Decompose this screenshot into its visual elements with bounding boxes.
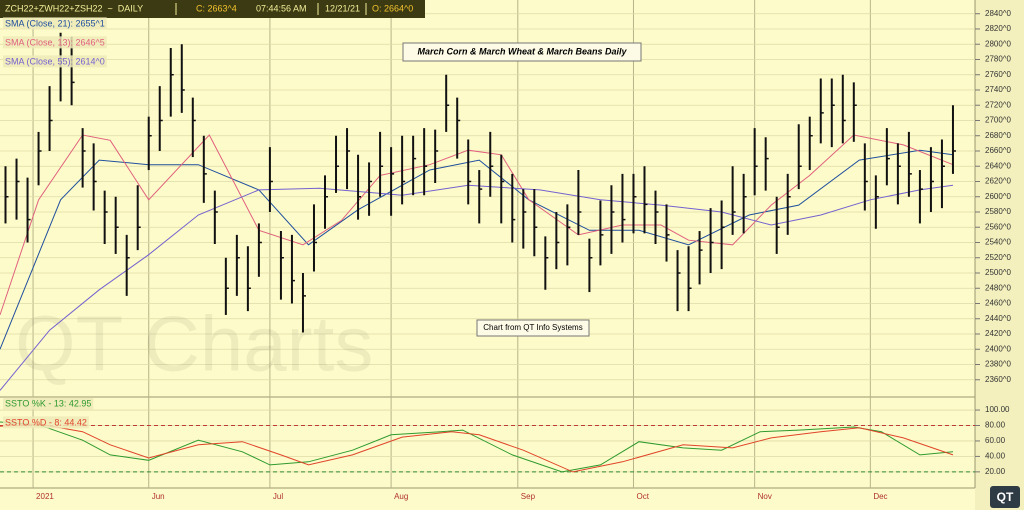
x-tick-label: Aug	[394, 492, 408, 501]
y-tick-label: 2640^0	[985, 161, 1012, 170]
y-tick-label: 40.00	[985, 452, 1006, 461]
y-tick-label: 2500^0	[985, 268, 1012, 277]
title-box	[402, 42, 642, 62]
y-tick-label: 2380^0	[985, 360, 1012, 369]
y-tick-label: 2600^0	[985, 192, 1012, 201]
x-tick-label: Oct	[636, 492, 649, 501]
legend-label: SSTO %K - 13: 42.95	[5, 398, 91, 408]
chart-title: March Corn & March Wheat & March Beans D…	[417, 46, 627, 56]
series-line	[0, 423, 954, 473]
y-tick-label: 2680^0	[985, 131, 1012, 140]
y-tick-label: 2700^0	[985, 116, 1012, 125]
y-tick-label: 80.00	[985, 421, 1006, 430]
legend-box	[3, 36, 107, 49]
legend-label: SMA (Close, 13): 2646^5	[5, 37, 105, 47]
y-tick-label: 2840^0	[985, 9, 1012, 18]
watermark: QT Charts	[15, 300, 373, 388]
annotation: Chart from QT Info Systems	[483, 323, 582, 332]
x-tick-label: Dec	[873, 492, 887, 501]
y-tick-label: 2740^0	[985, 85, 1012, 94]
y-tick-label: 2660^0	[985, 146, 1012, 155]
legend-label: SMA (Close, 55): 2614^0	[5, 56, 105, 66]
y-tick-label: 60.00	[985, 436, 1006, 445]
y-tick-label: 2560^0	[985, 222, 1012, 231]
legend-box	[3, 55, 107, 68]
annotation-box	[476, 319, 590, 337]
header-close: C: 2663^4	[196, 3, 237, 13]
y-tick-label: 2780^0	[985, 55, 1012, 64]
header-time: 07:44:56 AM	[256, 3, 307, 13]
series-line	[0, 184, 954, 391]
legend-box	[3, 17, 107, 30]
x-tick-label: Sep	[521, 492, 536, 501]
grid-layer	[0, 0, 975, 488]
legend-label: SSTO %D - 8: 44.42	[5, 417, 87, 427]
y-tick-label: 2520^0	[985, 253, 1012, 262]
y-tick-label: 2620^0	[985, 177, 1012, 186]
y-tick-label: 100.00	[985, 405, 1010, 414]
y-tick-label: 2360^0	[985, 375, 1012, 384]
x-tick-label: Nov	[758, 492, 772, 501]
y-tick-label: 2800^0	[985, 39, 1012, 48]
y-tick-label: 2540^0	[985, 238, 1012, 247]
y-tick-label: 2580^0	[985, 207, 1012, 216]
logo: QT	[997, 490, 1014, 504]
y-tick-label: 2440^0	[985, 314, 1012, 323]
axis-area	[975, 0, 1024, 510]
x-tick-label: Jun	[152, 492, 165, 501]
y-tick-label: 2720^0	[985, 100, 1012, 109]
x-tick-label: Jul	[273, 492, 283, 501]
legend-box	[3, 416, 89, 429]
y-tick-label: 2460^0	[985, 299, 1012, 308]
y-tick-label: 2480^0	[985, 283, 1012, 292]
legend-label: SMA (Close, 21): 2655^1	[5, 18, 105, 28]
y-tick-label: 20.00	[985, 467, 1006, 476]
logo-box	[990, 486, 1020, 508]
x-tick-label: 2021	[36, 492, 54, 501]
legend-box	[3, 397, 94, 410]
y-tick-label: 2760^0	[985, 70, 1012, 79]
header-open: O: 2664^0	[372, 3, 413, 13]
marks-layer	[0, 32, 956, 473]
header-symbol: ZCH22+ZWH22+ZSH22 ~ DAILY	[5, 3, 143, 13]
header-bar	[0, 0, 425, 18]
header-date: 12/21/21	[325, 3, 360, 13]
y-tick-label: 2420^0	[985, 329, 1012, 338]
y-tick-label: 2400^0	[985, 344, 1012, 353]
y-tick-label: 2820^0	[985, 24, 1012, 33]
series-line	[0, 421, 954, 473]
